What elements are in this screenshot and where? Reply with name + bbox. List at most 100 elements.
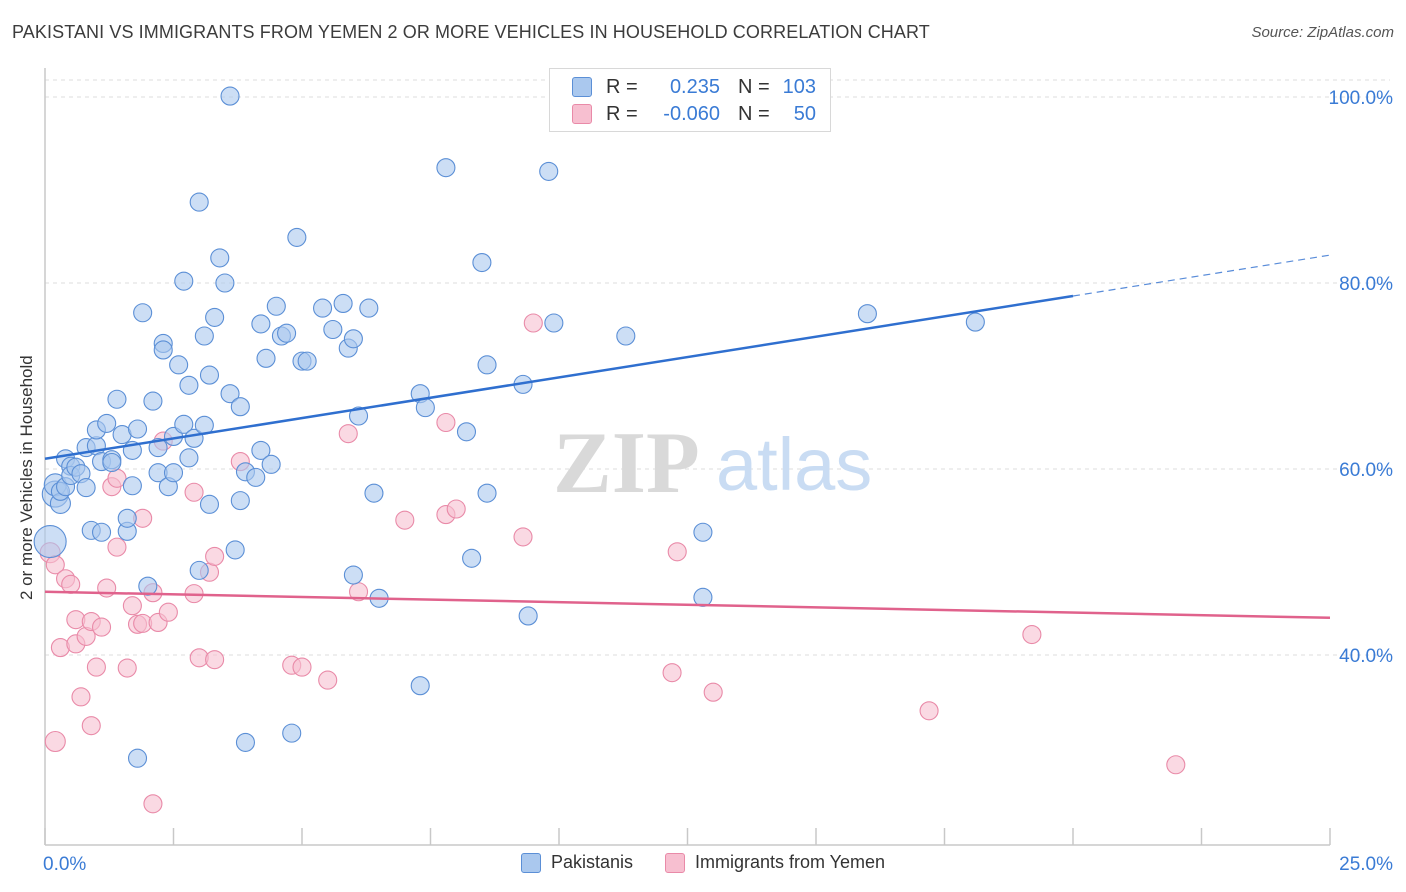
legend-swatch-pakistanis — [520, 852, 541, 873]
pakistanis-point — [143, 391, 163, 411]
pakistanis-point — [97, 413, 117, 433]
pakistanis-point — [127, 419, 148, 439]
yemen-point — [107, 537, 127, 557]
yemen-point — [86, 657, 106, 677]
yemen-point — [91, 617, 112, 637]
pakistanis-point — [220, 86, 240, 106]
watermark-atlas: atlas — [716, 423, 872, 506]
pakistanis-point — [277, 323, 297, 343]
pakistanis-point — [359, 298, 379, 318]
yemen-point — [919, 701, 939, 721]
yemen-point — [158, 602, 178, 622]
pakistanis-point — [127, 748, 148, 768]
pakistanis-point — [544, 313, 564, 333]
pakistanis-point — [199, 494, 220, 514]
pakistanis-point — [313, 298, 333, 318]
pakistanis-point — [456, 422, 477, 442]
yemen-point — [446, 499, 466, 519]
yemen-point — [122, 596, 142, 616]
pakistanis-point — [693, 522, 713, 542]
series-yemen-points — [39, 313, 1186, 814]
pakistanis-point — [102, 452, 122, 473]
pakistanis-trend-extension — [1072, 254, 1331, 297]
legend-n-label: N = — [738, 102, 770, 125]
pakistanis-point — [251, 314, 271, 334]
yemen-point — [81, 716, 101, 736]
pakistanis-point — [107, 389, 127, 409]
pakistanis-point — [148, 438, 168, 458]
pakistanis-point — [462, 548, 482, 568]
pakistanis-point — [343, 329, 363, 349]
pakistanis-point — [153, 340, 173, 360]
legend-n-label: N = — [738, 75, 770, 98]
pakistanis-point — [261, 454, 281, 474]
tick-labels: 40.0% 60.0% 80.0% 100.0% 0.0% 25.0% — [43, 88, 1393, 875]
yemen-point — [117, 658, 137, 678]
yemen-point — [436, 412, 456, 433]
watermark-zip: ZIP — [553, 415, 700, 512]
pakistanis-point — [539, 161, 559, 181]
pakistanis-point — [230, 491, 250, 511]
pakistanis-point — [33, 524, 67, 559]
legend-r-label: R = — [606, 75, 638, 98]
pakistanis-point — [256, 348, 276, 368]
legend-row-yemen: R = -0.060 N = 50 — [572, 101, 816, 127]
pakistanis-point — [235, 732, 256, 752]
yemen-point — [44, 730, 66, 753]
pakistanis-point — [348, 406, 369, 426]
pakistanis-point — [189, 192, 209, 212]
pakistanis-point — [194, 326, 214, 346]
yemen-point — [205, 650, 225, 670]
pakistanis-point — [133, 303, 153, 323]
yemen-point — [143, 794, 163, 814]
pakistanis-point — [215, 273, 235, 293]
legend-item-yemen[interactable]: Immigrants from Yemen — [664, 852, 886, 873]
x-tick-label-max: 25.0% — [1339, 854, 1393, 875]
pakistanis-point — [169, 355, 189, 375]
yemen-point — [61, 574, 81, 594]
pakistanis-point — [117, 508, 137, 528]
series-legend: Pakistanis Immigrants from Yemen — [0, 852, 1406, 873]
pakistanis-point — [477, 483, 497, 503]
yemen-point — [205, 546, 225, 566]
legend-label-pakistanis: Pakistanis — [550, 852, 633, 872]
pakistanis-point — [323, 319, 343, 340]
x-tick-label-min: 0.0% — [43, 854, 86, 875]
gridlines — [45, 79, 1390, 656]
source-credit: Source: ZipAtlas.com — [1251, 24, 1394, 41]
yemen-point — [338, 424, 358, 444]
y-tick-label: 40.0% — [1339, 646, 1393, 667]
pakistanis-point — [76, 478, 96, 498]
pakistanis-point — [189, 560, 209, 580]
pakistanis-point — [266, 296, 286, 316]
pakistanis-point — [220, 384, 240, 404]
pakistanis-point — [343, 565, 363, 585]
pakistanis-point — [163, 463, 184, 483]
yemen-point — [662, 663, 682, 683]
yemen-point — [1022, 624, 1042, 645]
y-axis-label: 2 or more Vehicles in Household — [17, 355, 36, 600]
yemen-point — [184, 482, 204, 502]
pakistanis-point — [287, 227, 307, 247]
yemen-point — [71, 687, 91, 707]
correlation-legend: R = 0.235 N = 103 R = -0.060 N = 50 — [549, 68, 831, 132]
pakistanis-point — [230, 397, 250, 417]
pakistanis-point — [472, 252, 492, 273]
y-tick-label: 100.0% — [1329, 88, 1394, 109]
yemen-point — [703, 682, 723, 702]
y-tick-label: 80.0% — [1339, 274, 1393, 295]
yemen-trend-line — [44, 590, 1331, 620]
pakistanis-point — [225, 540, 245, 560]
legend-item-pakistanis[interactable]: Pakistanis — [520, 852, 633, 873]
pakistanis-point — [518, 606, 538, 626]
yemen-point — [667, 542, 687, 562]
pakistanis-point — [210, 248, 230, 268]
pakistanis-point — [616, 326, 636, 346]
legend-n-value: 103 — [782, 75, 816, 98]
legend-label-yemen: Immigrants from Yemen — [694, 852, 886, 872]
pakistanis-point — [857, 304, 877, 324]
pakistanis-point — [364, 483, 384, 503]
pakistanis-point — [297, 351, 317, 371]
pakistanis-point — [436, 158, 456, 178]
